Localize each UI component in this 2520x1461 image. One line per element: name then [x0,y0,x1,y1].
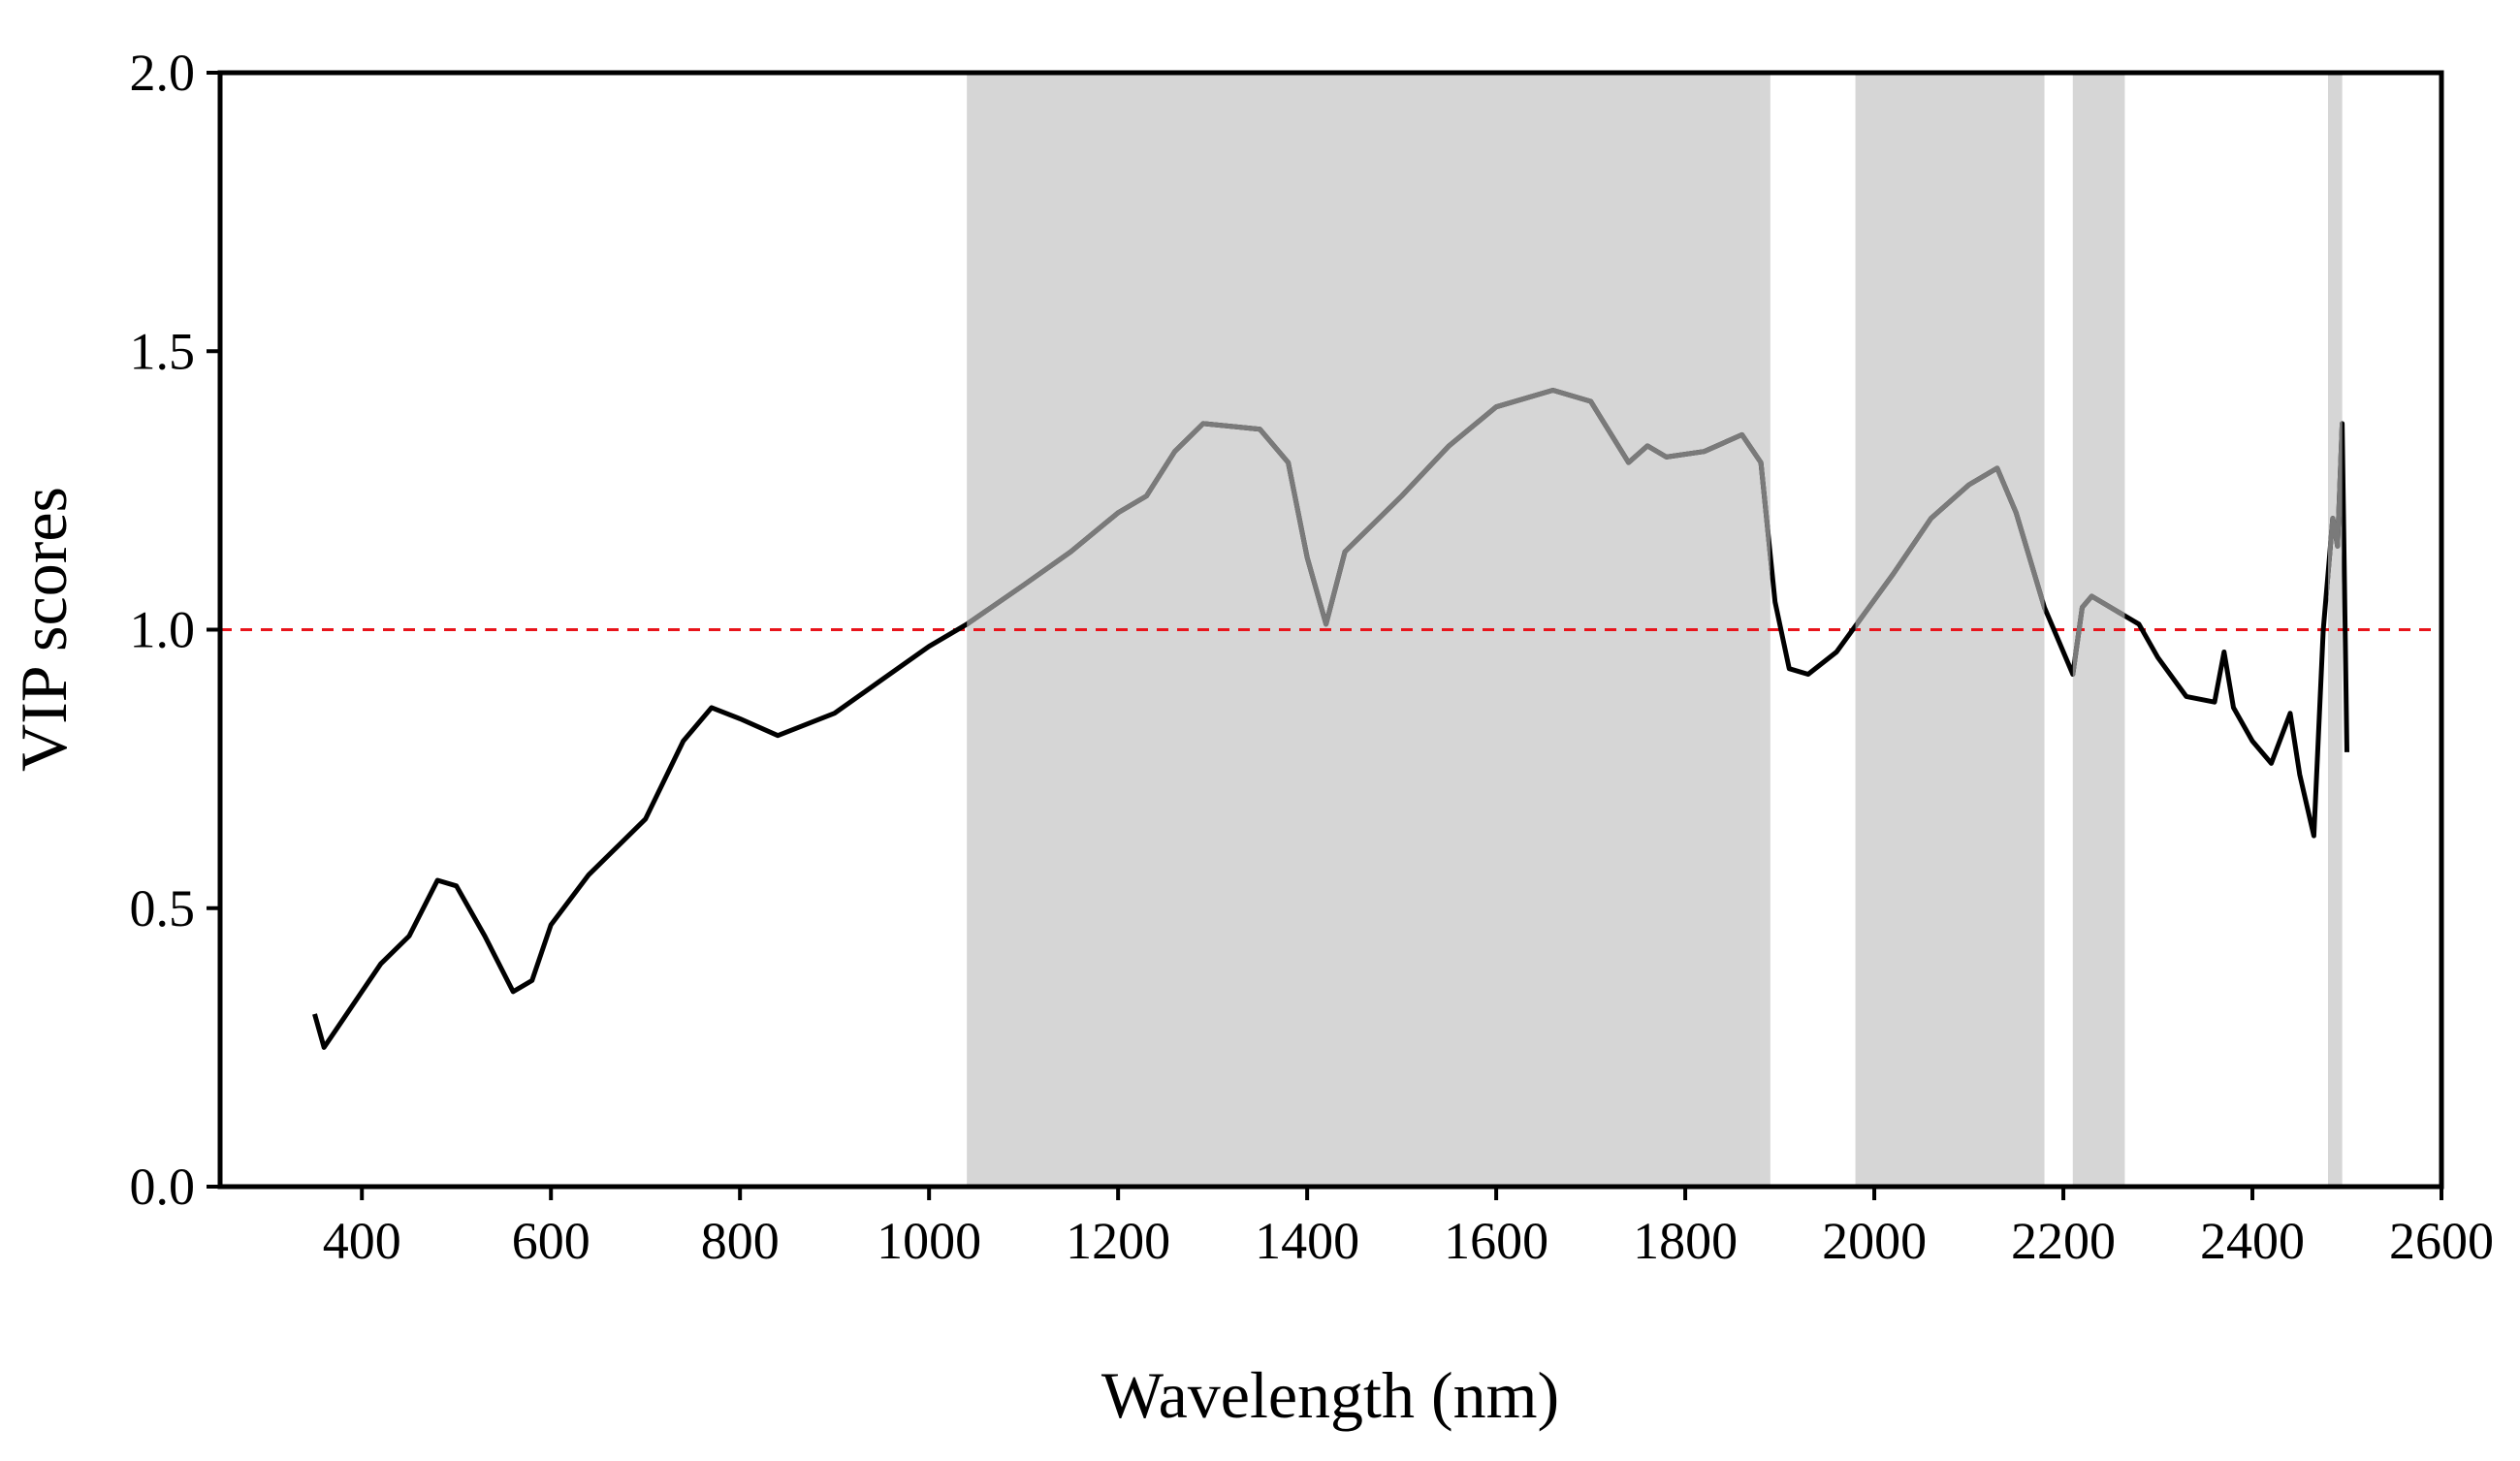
x-tick-label: 2000 [1822,1212,1927,1270]
x-tick-label: 1800 [1633,1212,1738,1270]
x-tick-label: 1400 [1255,1212,1359,1270]
shaded-region [2328,73,2343,1187]
x-axis-label: Wavelength (nm) [1101,1358,1559,1432]
y-axis-label: VIP scores [7,487,80,772]
x-tick-label: 2400 [2200,1212,2305,1270]
x-tick-label: 400 [323,1212,401,1270]
y-tick-label: 0.5 [130,879,196,937]
x-tick-label: 1200 [1066,1212,1170,1270]
x-tick-label: 2200 [2011,1212,2116,1270]
x-tick-label: 2600 [2389,1212,2494,1270]
y-tick-label: 0.0 [130,1158,196,1216]
y-tick-label: 2.0 [130,44,196,102]
y-tick-label: 1.5 [130,322,196,380]
y-tick-label: 1.0 [130,601,196,659]
x-tick-label: 1000 [877,1212,981,1270]
x-tick-label: 600 [512,1212,590,1270]
x-tick-label: 1600 [1444,1212,1548,1270]
x-tick-label: 800 [701,1212,780,1270]
